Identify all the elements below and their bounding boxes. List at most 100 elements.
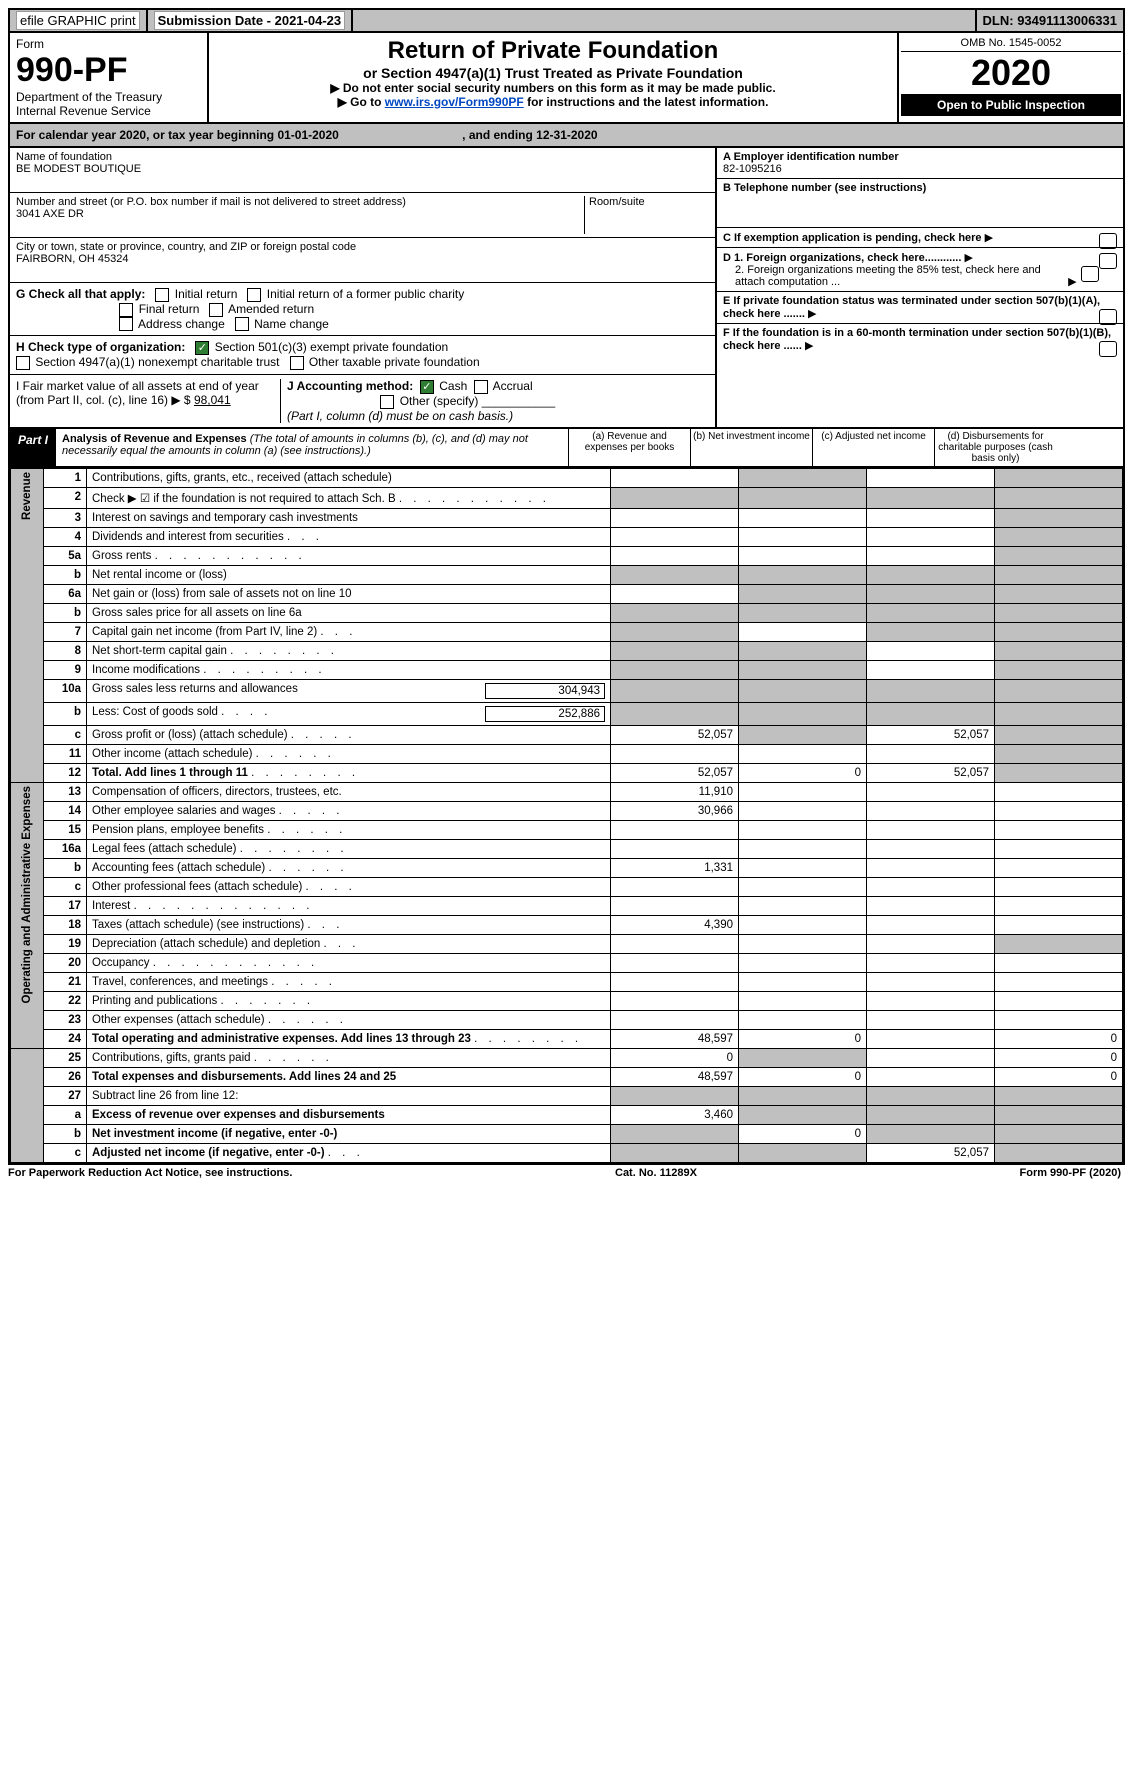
table-row: 16aLegal fees (attach schedule) . . . . … (11, 839, 1123, 858)
table-row: 11Other income (attach schedule) . . . .… (11, 744, 1123, 763)
table-row: bNet rental income or (loss) (11, 565, 1123, 584)
open-public: Open to Public Inspection (901, 94, 1121, 116)
header-right: OMB No. 1545-0052 2020 Open to Public In… (897, 33, 1123, 122)
ein-value: 82-1095216 (723, 163, 782, 175)
instructions-link[interactable]: www.irs.gov/Form990PF (385, 95, 524, 109)
section-d: D 1. Foreign organizations, check here..… (717, 248, 1123, 292)
table-row: 15Pension plans, employee benefits . . .… (11, 820, 1123, 839)
line10b-value: 252,886 (485, 706, 605, 722)
dln: DLN: 93491113006331 (977, 10, 1123, 31)
final-return-checkbox[interactable] (119, 303, 133, 317)
cash-checkbox[interactable]: ✓ (420, 380, 434, 394)
goto-note: ▶ Go to www.irs.gov/Form990PF for instru… (215, 95, 891, 109)
form-number: 990-PF (16, 51, 201, 90)
table-row: 2Check ▶ ☑ if the foundation is not requ… (11, 487, 1123, 508)
table-row: 22Printing and publications . . . . . . … (11, 991, 1123, 1010)
other-taxable-checkbox[interactable] (290, 356, 304, 370)
table-row: 14Other employee salaries and wages . . … (11, 801, 1123, 820)
entity-info: Name of foundation BE MODEST BOUTIQUE Nu… (10, 148, 1123, 427)
address-box: Number and street (or P.O. box number if… (10, 193, 715, 238)
form-subtitle: or Section 4947(a)(1) Trust Treated as P… (215, 65, 891, 81)
table-row: 24Total operating and administrative exp… (11, 1029, 1123, 1048)
revenue-side-label: Revenue (21, 472, 33, 520)
part1-header: Part I Analysis of Revenue and Expenses … (10, 427, 1123, 468)
table-row: cGross profit or (loss) (attach schedule… (11, 725, 1123, 744)
col-c-header: (c) Adjusted net income (812, 429, 934, 466)
efile-cell: efile GRAPHIC print (10, 10, 148, 31)
table-row: cOther professional fees (attach schedul… (11, 877, 1123, 896)
table-row: 9Income modifications . . . . . . . . . (11, 660, 1123, 679)
table-row: aExcess of revenue over expenses and dis… (11, 1105, 1123, 1124)
line10a-value: 304,943 (485, 683, 605, 699)
top-bar: efile GRAPHIC print Submission Date - 20… (10, 10, 1123, 33)
table-row: 17Interest . . . . . . . . . . . . . (11, 896, 1123, 915)
table-row: 20Occupancy . . . . . . . . . . . . (11, 953, 1123, 972)
table-row: 27Subtract line 26 from line 12: (11, 1086, 1123, 1105)
foreign-85-checkbox[interactable] (1081, 266, 1099, 282)
table-row: Operating and Administrative Expenses 13… (11, 782, 1123, 801)
60month-checkbox[interactable] (1099, 341, 1117, 357)
table-row: 5aGross rents . . . . . . . . . . . (11, 546, 1123, 565)
expenses-side-label: Operating and Administrative Expenses (21, 786, 33, 1004)
foreign-org-checkbox[interactable] (1099, 253, 1117, 269)
section-ij: I Fair market value of all assets at end… (10, 375, 715, 427)
table-row: bGross sales price for all assets on lin… (11, 603, 1123, 622)
footer: For Paperwork Reduction Act Notice, see … (8, 1165, 1121, 1179)
form-990pf: efile GRAPHIC print Submission Date - 20… (8, 8, 1125, 1165)
header-center: Return of Private Foundation or Section … (209, 33, 897, 122)
table-row: 10aGross sales less returns and allowanc… (11, 679, 1123, 702)
name-change-checkbox[interactable] (235, 317, 249, 331)
table-row: 26Total expenses and disbursements. Add … (11, 1067, 1123, 1086)
table-row: bNet investment income (if negative, ent… (11, 1124, 1123, 1143)
accrual-checkbox[interactable] (474, 380, 488, 394)
col-b-header: (b) Net investment income (690, 429, 812, 466)
table-row: 3Interest on savings and temporary cash … (11, 508, 1123, 527)
address-change-checkbox[interactable] (119, 317, 133, 331)
fmv-value: 98,041 (194, 393, 231, 407)
header: Form 990-PF Department of the Treasury I… (10, 33, 1123, 122)
4947a1-checkbox[interactable] (16, 356, 30, 370)
city-state-zip: FAIRBORN, OH 45324 (16, 253, 709, 265)
initial-former-checkbox[interactable] (247, 288, 261, 302)
table-row: 25Contributions, gifts, grants paid . . … (11, 1048, 1123, 1067)
status-terminated-checkbox[interactable] (1099, 309, 1117, 325)
501c3-checkbox[interactable]: ✓ (195, 341, 209, 355)
table-row: 12Total. Add lines 1 through 11 . . . . … (11, 763, 1123, 782)
other-method-checkbox[interactable] (380, 395, 394, 409)
street-address: 3041 AXE DR (16, 208, 584, 220)
omb-number: OMB No. 1545-0052 (901, 35, 1121, 52)
col-a-header: (a) Revenue and expenses per books (568, 429, 690, 466)
dept-treasury: Department of the Treasury (16, 90, 201, 104)
amended-return-checkbox[interactable] (209, 303, 223, 317)
section-g: G Check all that apply: Initial return I… (10, 283, 715, 336)
header-left: Form 990-PF Department of the Treasury I… (10, 33, 209, 122)
form-ref: Form 990-PF (2020) (1020, 1167, 1121, 1179)
table-row: 21Travel, conferences, and meetings . . … (11, 972, 1123, 991)
form-title: Return of Private Foundation (215, 37, 891, 65)
submission-date: Submission Date - 2021-04-23 (154, 11, 346, 30)
exemption-pending-checkbox[interactable] (1099, 233, 1117, 249)
section-c: C If exemption application is pending, c… (717, 228, 1123, 248)
table-row: 23Other expenses (attach schedule) . . .… (11, 1010, 1123, 1029)
room-suite: Room/suite (584, 196, 709, 234)
phone-box: B Telephone number (see instructions) (717, 179, 1123, 228)
section-f: F If the foundation is in a 60-month ter… (717, 324, 1123, 355)
table-row: 6aNet gain or (loss) from sale of assets… (11, 584, 1123, 603)
table-row: 19Depreciation (attach schedule) and dep… (11, 934, 1123, 953)
table-row: Revenue 1Contributions, gifts, grants, e… (11, 468, 1123, 487)
foundation-name: BE MODEST BOUTIQUE (16, 163, 709, 175)
city-box: City or town, state or province, country… (10, 238, 715, 283)
irs: Internal Revenue Service (16, 104, 201, 118)
section-e: E If private foundation status was termi… (717, 292, 1123, 324)
efile-print-button[interactable]: efile GRAPHIC print (16, 11, 140, 30)
table-row: cAdjusted net income (if negative, enter… (11, 1143, 1123, 1162)
submission-cell: Submission Date - 2021-04-23 (148, 10, 354, 31)
form-label: Form (16, 37, 201, 51)
initial-return-checkbox[interactable] (155, 288, 169, 302)
tax-year: 2020 (901, 52, 1121, 94)
catalog-number: Cat. No. 11289X (615, 1167, 697, 1179)
section-h: H Check type of organization: ✓ Section … (10, 336, 715, 375)
paperwork-notice: For Paperwork Reduction Act Notice, see … (8, 1167, 292, 1179)
col-d-header: (d) Disbursements for charitable purpose… (934, 429, 1056, 466)
table-row: 8Net short-term capital gain . . . . . .… (11, 641, 1123, 660)
